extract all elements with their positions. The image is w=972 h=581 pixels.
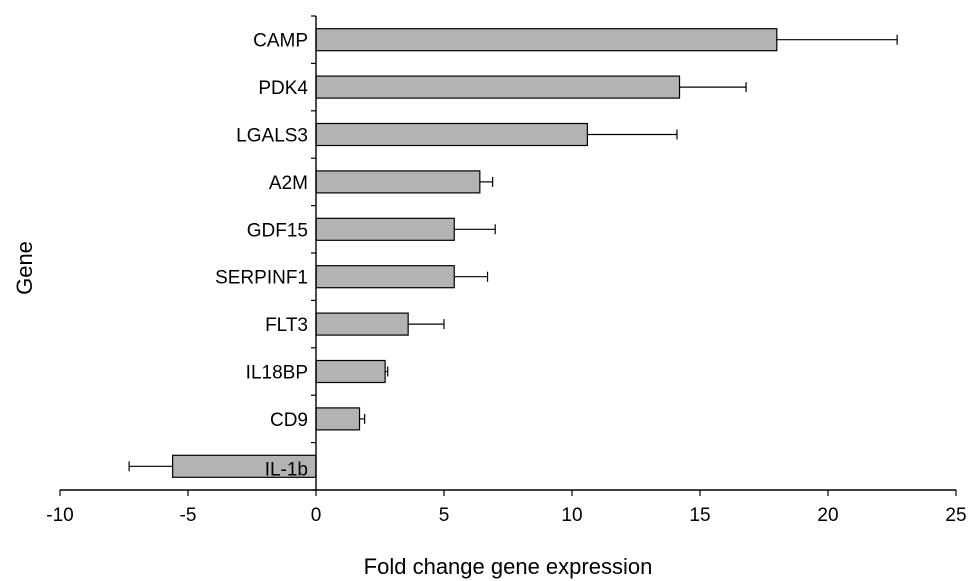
- x-tick-label: 0: [311, 505, 322, 526]
- category-label: SERPINF1: [215, 268, 308, 289]
- x-tick-label: 15: [689, 505, 710, 526]
- x-tick-label: 10: [561, 505, 582, 526]
- category-label: FLT3: [265, 315, 308, 336]
- error-bar-il18bp: [385, 366, 389, 377]
- x-tick-label: -5: [180, 505, 197, 526]
- category-label: CAMP: [253, 31, 308, 52]
- category-label: CD9: [270, 410, 308, 431]
- labels-layer: CAMP PDK4 LGALS3 A2M GDF15 SERPINF1 FLT3 IL18BP…: [46, 31, 966, 526]
- axes-layer: [59, 15, 957, 496]
- category-label: LGALS3: [236, 126, 308, 147]
- x-tick-label: 25: [945, 505, 966, 526]
- x-tick-label: 20: [817, 505, 838, 526]
- bar-gdf15: [315, 217, 455, 241]
- bar-camp: [315, 28, 778, 52]
- category-label: IL-1b: [265, 459, 308, 480]
- x-tick-label: 5: [439, 505, 450, 526]
- error-bar-pdk4: [679, 82, 747, 93]
- error-bar-cd9: [359, 413, 366, 424]
- bar-il18bp: [315, 359, 386, 384]
- category-label: PDK4: [258, 78, 308, 99]
- error-bar-il-1b: [128, 461, 173, 472]
- category-label: A2M: [269, 173, 308, 194]
- x-axis-title: Fold change gene expression: [364, 554, 653, 579]
- bar-lgals3: [315, 122, 588, 147]
- error-bar-serpinf1: [454, 271, 489, 282]
- bar-a2m: [315, 170, 481, 194]
- error-bar-gdf15: [454, 224, 496, 235]
- x-tick-label: -10: [46, 505, 73, 526]
- bar-pdk4: [315, 75, 681, 99]
- error-bar-a2m: [479, 176, 494, 187]
- error-bar-lgals3: [587, 129, 678, 140]
- bar-flt3: [315, 312, 409, 336]
- error-bar-flt3: [408, 319, 445, 330]
- category-label: GDF15: [247, 220, 308, 241]
- bar-serpinf1: [315, 265, 455, 289]
- y-axis-title: Gene: [12, 241, 37, 295]
- category-label: IL18BP: [246, 363, 308, 384]
- error-bars-layer: [128, 34, 898, 472]
- bar-cd9: [315, 407, 361, 431]
- error-bar-camp: [776, 34, 898, 45]
